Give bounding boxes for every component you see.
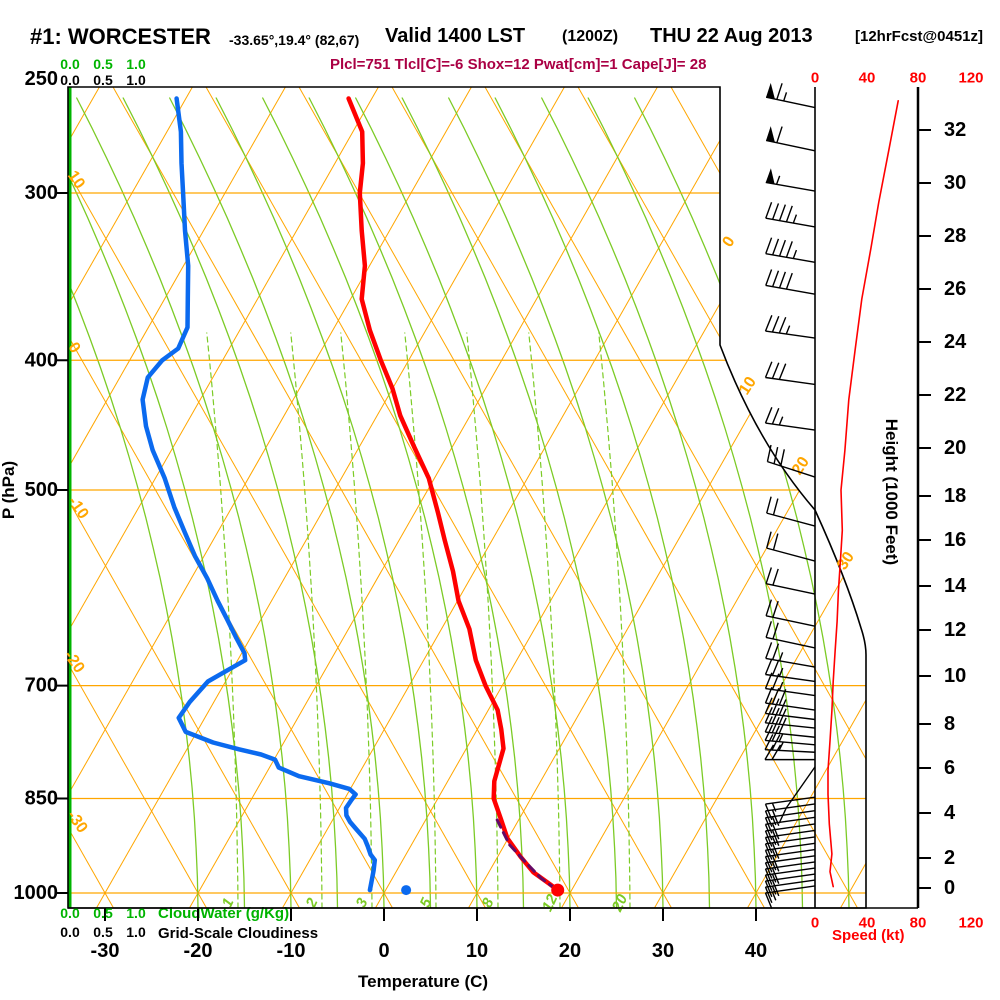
temperature-axis-label: Temperature (C): [358, 972, 489, 991]
svg-text:20: 20: [944, 437, 966, 459]
pressure-axis: 250 300 400 500 700 850 1000: [14, 68, 68, 904]
surface-dewpoint-dot: [401, 885, 412, 896]
svg-text:10: 10: [944, 665, 966, 687]
svg-text:-30: -30: [91, 940, 120, 962]
dry-adiabats: [68, 87, 866, 908]
moist-adiabats: [68, 97, 850, 908]
wind-barbs: [764, 82, 816, 909]
station-title: #1: WORCESTER: [30, 24, 211, 49]
svg-text:0: 0: [719, 234, 738, 251]
svg-text:0: 0: [944, 877, 955, 899]
svg-text:400: 400: [25, 349, 58, 371]
svg-text:80: 80: [910, 70, 927, 87]
svg-text:14: 14: [944, 575, 967, 597]
valid-time: Valid 1400 LST: [385, 25, 526, 47]
svg-text:0: 0: [378, 940, 389, 962]
svg-text:24: 24: [944, 331, 967, 353]
svg-text:80: 80: [910, 915, 927, 932]
svg-text:2: 2: [302, 895, 322, 911]
svg-text:10: 10: [466, 940, 488, 962]
svg-text:0.0: 0.0: [60, 72, 80, 88]
svg-text:250: 250: [25, 68, 58, 90]
svg-text:0.0: 0.0: [60, 56, 80, 72]
speed-axis-label: Speed (kt): [832, 927, 905, 944]
forecast-tag: [12hrFcst@0451z]: [855, 28, 984, 45]
svg-text:850: 850: [25, 788, 58, 810]
svg-text:26: 26: [944, 278, 966, 300]
cloudwater-axis-label: CloudWater (g/Kg): [158, 905, 290, 922]
svg-text:30: 30: [944, 172, 966, 194]
svg-text:1.0: 1.0: [126, 56, 146, 72]
svg-text:20: 20: [559, 940, 581, 962]
svg-text:700: 700: [25, 675, 58, 697]
svg-text:20: 20: [608, 891, 631, 915]
gridscale-axis-label: Grid-Scale Cloudiness: [158, 925, 319, 942]
svg-text:30: 30: [834, 549, 858, 573]
svg-text:32: 32: [944, 119, 966, 141]
svg-text:0.5: 0.5: [93, 72, 113, 88]
svg-text:0.0: 0.0: [60, 924, 80, 940]
svg-text:0.5: 0.5: [93, 905, 113, 921]
svg-text:120: 120: [958, 915, 983, 932]
parcel-path: [495, 818, 558, 891]
svg-text:1.0: 1.0: [126, 72, 146, 88]
background-grid: [68, 87, 866, 908]
svg-text:120: 120: [958, 70, 983, 87]
svg-text:0: 0: [811, 70, 819, 87]
temperature-axis: -30 -20 -10 0 10 20 30 40: [68, 907, 918, 962]
station-coordinates: -33.65°,19.4° (82,67): [229, 32, 360, 48]
svg-text:0: 0: [811, 915, 819, 932]
svg-text:28: 28: [944, 225, 966, 247]
svg-text:8: 8: [944, 713, 955, 735]
surface-markers: [401, 883, 565, 897]
svg-text:30: 30: [652, 940, 674, 962]
svg-text:0.0: 0.0: [60, 905, 80, 921]
isotherms: [68, 87, 866, 908]
svg-text:1000: 1000: [14, 882, 59, 904]
mixing-ratio-lines: [206, 332, 631, 908]
svg-text:-10: -10: [277, 940, 306, 962]
temperature-curve: [346, 96, 560, 893]
svg-text:4: 4: [944, 802, 956, 824]
plot-border: [67, 86, 867, 909]
svg-text:10: 10: [736, 374, 760, 398]
svg-text:22: 22: [944, 384, 966, 406]
svg-text:20: 20: [789, 454, 813, 478]
svg-text:40: 40: [859, 915, 876, 932]
svg-text:1.0: 1.0: [126, 924, 146, 940]
svg-text:16: 16: [944, 529, 966, 551]
svg-text:0.5: 0.5: [93, 924, 113, 940]
cloud-scale-rows: 0.00.00.00.00.50.50.50.51.01.01.01.0: [60, 56, 146, 940]
svg-text:1.0: 1.0: [126, 905, 146, 921]
surface-temperature-dot: [551, 883, 565, 897]
svg-text:40: 40: [859, 70, 876, 87]
valid-zulu: (1200Z): [562, 28, 619, 45]
svg-text:12: 12: [944, 619, 966, 641]
svg-text:300: 300: [25, 182, 58, 204]
svg-text:0.5: 0.5: [93, 56, 113, 72]
svg-text:2: 2: [944, 847, 955, 869]
valid-date: THU 22 Aug 2013: [650, 25, 813, 47]
stability-stats: Plcl=751 Tlcl[C]=-6 Shox=12 Pwat[cm]=1 C…: [330, 56, 707, 73]
svg-text:500: 500: [25, 479, 58, 501]
svg-text:-20: -20: [60, 648, 87, 677]
svg-text:-20: -20: [184, 940, 213, 962]
svg-text:40: 40: [745, 940, 767, 962]
dewpoint-curve: [140, 96, 378, 893]
svg-text:18: 18: [944, 485, 966, 507]
svg-text:6: 6: [944, 757, 955, 779]
